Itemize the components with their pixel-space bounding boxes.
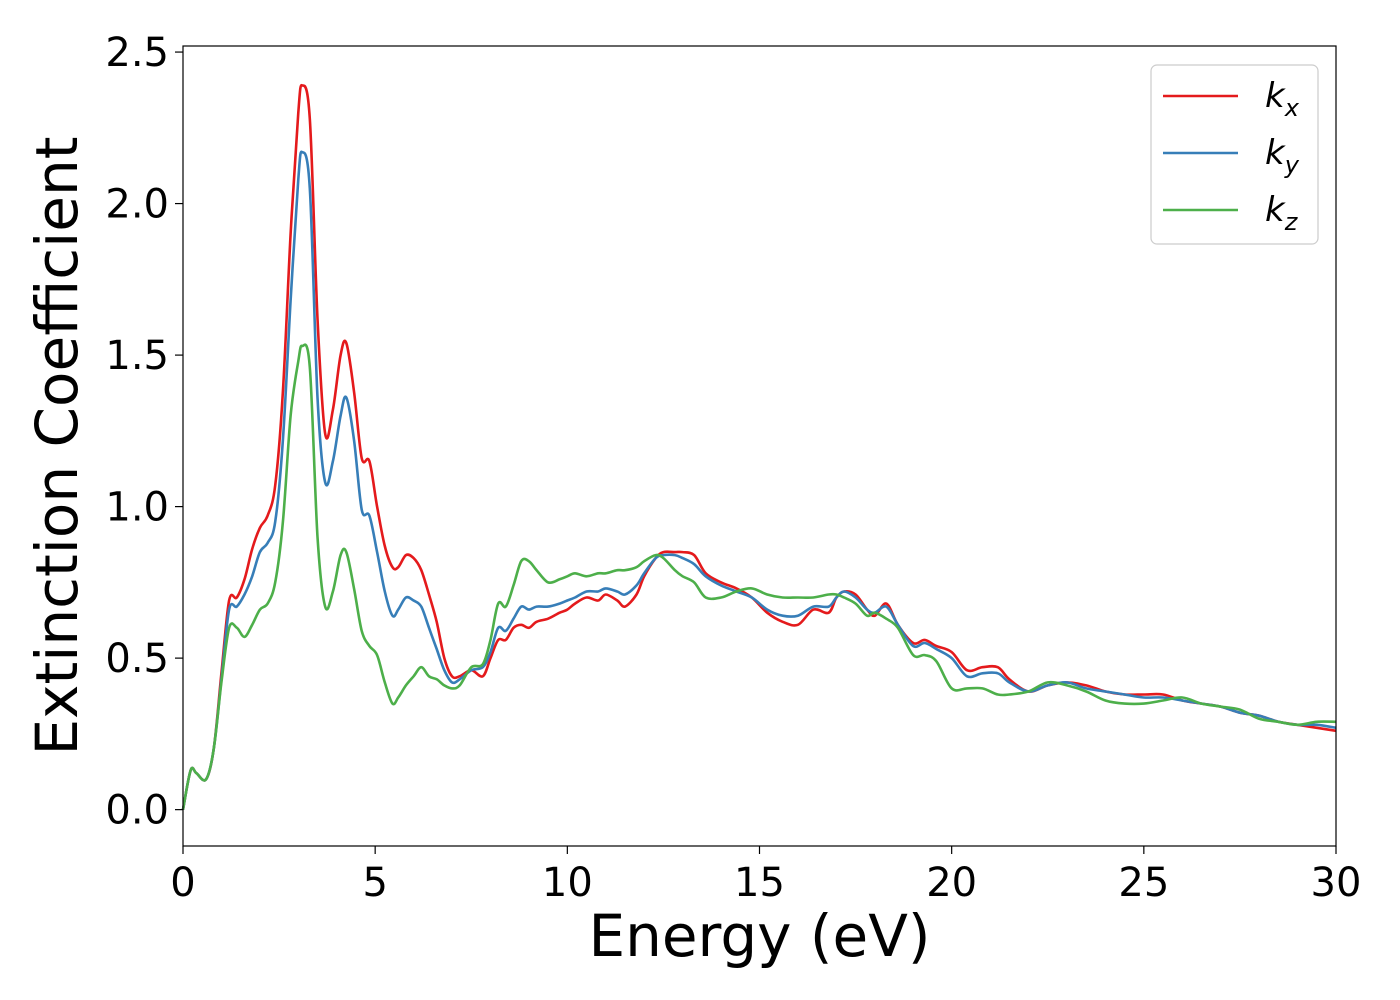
legend-label-kx: kx bbox=[1265, 76, 1300, 122]
x-tick-label: 5 bbox=[362, 860, 387, 906]
legend-label-subscript: x bbox=[1284, 94, 1300, 122]
legend-label-ky: ky bbox=[1265, 133, 1300, 179]
y-tick-label: 0.5 bbox=[105, 636, 169, 682]
y-tick-label: 2.5 bbox=[105, 30, 169, 76]
y-tick-label: 2.0 bbox=[105, 182, 169, 228]
x-tick-label: 25 bbox=[1118, 860, 1169, 906]
series-layer bbox=[181, 83, 1337, 810]
x-tick-label: 30 bbox=[1311, 860, 1362, 906]
series-line-kz bbox=[181, 343, 1337, 810]
legend-label-main: k bbox=[1265, 190, 1286, 230]
x-axis-title: Energy (eV) bbox=[588, 902, 930, 970]
y-tick-label: 0.0 bbox=[105, 788, 169, 834]
legend-label-main: k bbox=[1265, 133, 1286, 173]
y-axis-title: Extinction Coefficient bbox=[23, 137, 91, 756]
legend-box bbox=[1150, 64, 1319, 245]
x-tick-label: 15 bbox=[734, 860, 785, 906]
y-tick-label: 1.5 bbox=[105, 333, 169, 379]
series-line-kx bbox=[181, 83, 1337, 810]
series-line-ky bbox=[181, 150, 1337, 810]
legend-label-main: k bbox=[1265, 76, 1286, 116]
y-axis: 0.0 0.5 1.0 1.5 2.0 2.5 bbox=[105, 30, 183, 834]
x-tick-label: 10 bbox=[542, 860, 593, 906]
x-tick-label: 0 bbox=[170, 860, 195, 906]
x-tick-label: 20 bbox=[926, 860, 977, 906]
x-axis: 0 5 10 15 20 25 30 bbox=[170, 846, 1361, 906]
legend-label-kz: kz bbox=[1265, 190, 1299, 236]
y-tick-label: 1.0 bbox=[105, 485, 169, 531]
legend-label-subscript: z bbox=[1284, 208, 1299, 236]
legend-label-subscript: y bbox=[1284, 151, 1300, 179]
